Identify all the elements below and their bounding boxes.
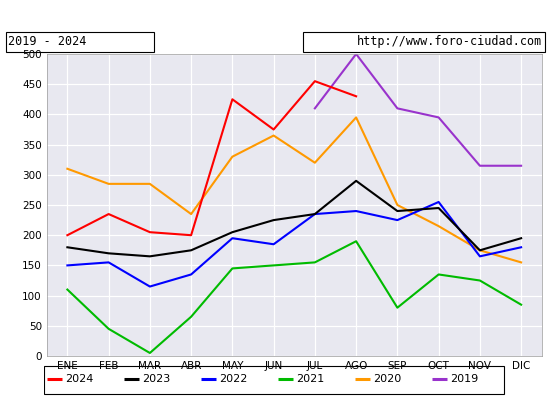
Text: 2023: 2023 [142, 374, 171, 384]
Text: 2019: 2019 [450, 374, 479, 384]
Text: 2021: 2021 [296, 374, 325, 384]
Text: 2020: 2020 [373, 374, 402, 384]
Bar [44, 366, 504, 394]
Text: 2024: 2024 [65, 374, 94, 384]
Bar [302, 32, 544, 52]
Text: http://www.foro-ciudad.com: http://www.foro-ciudad.com [356, 35, 542, 48]
Text: Evolucion Nº Turistas Extranjeros en el municipio de Abarán: Evolucion Nº Turistas Extranjeros en el … [56, 7, 494, 23]
Bar [6, 32, 154, 52]
Text: 2019 - 2024: 2019 - 2024 [8, 35, 87, 48]
Text: 2022: 2022 [219, 374, 248, 384]
